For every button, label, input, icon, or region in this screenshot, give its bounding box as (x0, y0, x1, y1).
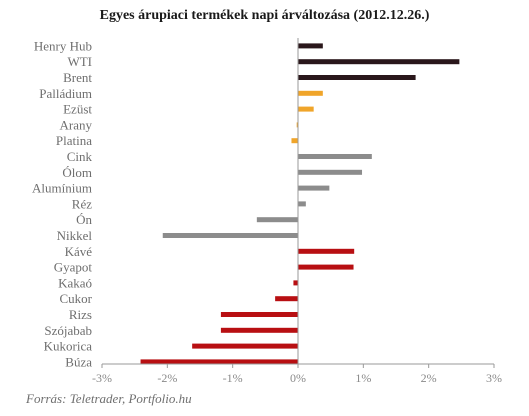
category-label: Brent (63, 70, 92, 85)
category-label: Ólom (62, 165, 92, 180)
bar (192, 343, 298, 349)
category-label: Kukorica (44, 339, 93, 354)
bar (298, 154, 372, 159)
bar (140, 359, 298, 365)
bar (298, 75, 416, 80)
bar (275, 296, 298, 302)
category-label: Cukor (60, 291, 93, 306)
x-tick-label: 2% (421, 371, 437, 385)
chart-title: Egyes árupiaci termékek napi árváltozása… (99, 8, 430, 23)
bar (220, 327, 298, 333)
bar (296, 122, 299, 128)
category-label: Gyapot (54, 260, 93, 275)
category-label: Kakaó (58, 275, 92, 290)
x-tick-label: -1% (223, 371, 243, 385)
x-tick-label: 1% (355, 371, 371, 385)
category-label: Kávé (65, 244, 93, 259)
bar (256, 217, 298, 223)
category-label: Palládium (39, 86, 92, 101)
bar (291, 138, 298, 144)
category-label: Búza (65, 354, 92, 369)
bar (298, 264, 354, 270)
category-labels: Henry HubWTIBrentPalládiumEzüstAranyPlat… (32, 38, 93, 369)
bar (298, 185, 330, 191)
category-label: Rizs (69, 307, 92, 322)
bar (298, 201, 306, 207)
category-label: Réz (72, 196, 92, 211)
bar (298, 106, 314, 112)
category-label: Henry Hub (34, 38, 92, 53)
bar (298, 90, 323, 96)
bar (220, 312, 298, 317)
category-label: Szójabab (44, 323, 92, 338)
category-label: Platina (56, 133, 92, 148)
bar (298, 169, 363, 175)
x-tick-label: -3% (92, 371, 112, 385)
x-tick-label: 0% (290, 371, 306, 385)
bar (298, 248, 355, 254)
source-note: Forrás: Teletrader, Portfolio.hu (26, 391, 192, 406)
category-label: Arany (60, 117, 93, 132)
category-label: Nikkel (57, 228, 93, 243)
category-label: Cink (67, 149, 93, 164)
bar (162, 233, 298, 238)
bar (298, 43, 323, 49)
category-label: Alumínium (32, 181, 92, 196)
category-label: Ezüst (63, 102, 92, 117)
x-tick-label: -2% (157, 371, 177, 385)
bar (298, 59, 460, 65)
x-axis-ticks: -3% -2% -1% 0% 1% 2% 3% (92, 364, 502, 385)
category-label: Ón (76, 212, 92, 227)
category-label: WTI (67, 54, 92, 69)
bar-series (140, 43, 460, 365)
bar (293, 280, 298, 286)
x-tick-label: 3% (486, 371, 502, 385)
